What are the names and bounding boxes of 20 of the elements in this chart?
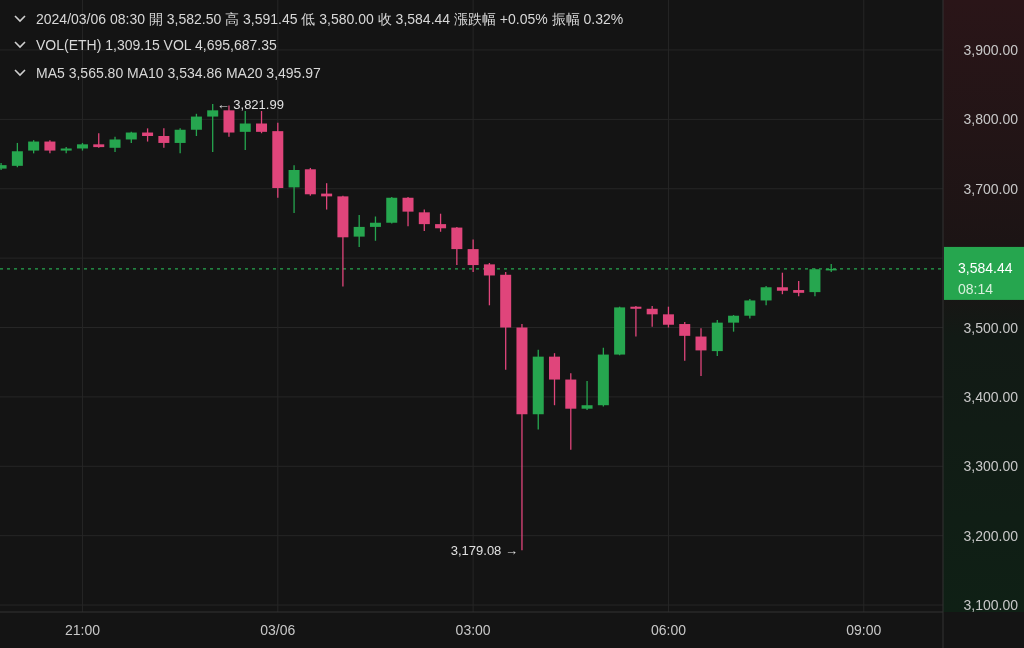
annotation: VOL(ETH) 1,309.15 VOL 4,695,687.35: [36, 37, 277, 53]
x-tick-label: 06:00: [650, 622, 687, 638]
y-tick-label: 3,500.00: [963, 319, 1019, 336]
annotation: 3,179.08 →: [450, 543, 518, 559]
y-tick-label: 3,800.00: [963, 111, 1019, 128]
y-tick-label: 3,700.00: [963, 180, 1019, 197]
annotation: ← 3,821.99: [216, 97, 284, 113]
annotation: MA5 3,565.80 MA10 3,534.86 MA20 3,495.97: [36, 65, 322, 81]
y-tick-label: 3,300.00: [963, 458, 1019, 475]
y-tick-label: 3,200.00: [963, 527, 1019, 544]
x-tick-label: 03/06: [260, 622, 296, 638]
x-tick-label: 21:00: [64, 622, 101, 638]
annotation: 2024/03/06 08:30 開 3,582.50 高 3,591.45 低 3,580.00 收 3,584.44 漲跌幅 +0.05% 振幅 0.32%: [36, 11, 624, 27]
y-tick-label: 3,100.00: [963, 597, 1019, 614]
y-tick-label: 3,400.00: [963, 388, 1019, 405]
y-tick-label: 3,900.00: [963, 41, 1019, 58]
text: 08:14: [958, 280, 994, 297]
ref-line-label: 3,584.44: [958, 259, 1013, 276]
x-tick-label: 03:00: [455, 622, 491, 638]
x-tick-label: 09:00: [846, 622, 882, 638]
